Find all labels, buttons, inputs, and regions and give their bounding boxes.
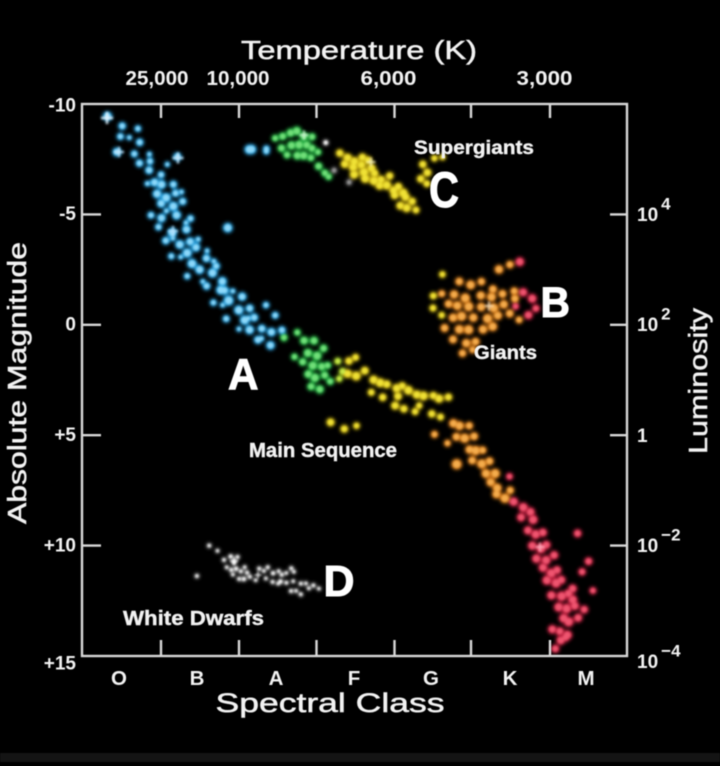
- svg-text:K: K: [503, 667, 518, 690]
- svg-text:0: 0: [65, 315, 76, 336]
- svg-text:1: 1: [637, 426, 648, 447]
- svg-text:Absolute Magnitude: Absolute Magnitude: [2, 242, 32, 524]
- svg-text:Luminosity: Luminosity: [683, 308, 713, 454]
- svg-text:B: B: [541, 279, 571, 327]
- svg-text:Main Sequence: Main Sequence: [249, 440, 397, 462]
- svg-text:A: A: [228, 350, 259, 399]
- svg-text:+10: +10: [44, 536, 76, 557]
- svg-text:-5: -5: [59, 204, 76, 225]
- svg-text:+5: +5: [54, 425, 76, 446]
- svg-text:M: M: [577, 667, 594, 690]
- svg-text:10,000: 10,000: [207, 68, 270, 90]
- svg-text:Temperature (K): Temperature (K): [241, 35, 477, 65]
- svg-text:Spectral Class: Spectral Class: [216, 688, 445, 718]
- svg-text:3,000: 3,000: [517, 68, 573, 90]
- svg-text:+15: +15: [44, 654, 77, 675]
- svg-text:O: O: [111, 667, 127, 690]
- svg-text:-10: -10: [49, 96, 76, 117]
- svg-text:A: A: [269, 667, 284, 690]
- svg-text:C: C: [429, 162, 459, 218]
- svg-text:B: B: [190, 667, 205, 690]
- svg-text:6,000: 6,000: [361, 68, 417, 90]
- svg-text:Supergiants: Supergiants: [414, 138, 534, 159]
- svg-text:Giants: Giants: [474, 343, 537, 364]
- svg-text:G: G: [423, 667, 439, 690]
- svg-text:White Dwarfs: White Dwarfs: [123, 608, 264, 630]
- svg-text:F: F: [348, 667, 361, 690]
- svg-text:25,000: 25,000: [126, 68, 189, 90]
- svg-text:D: D: [324, 557, 355, 606]
